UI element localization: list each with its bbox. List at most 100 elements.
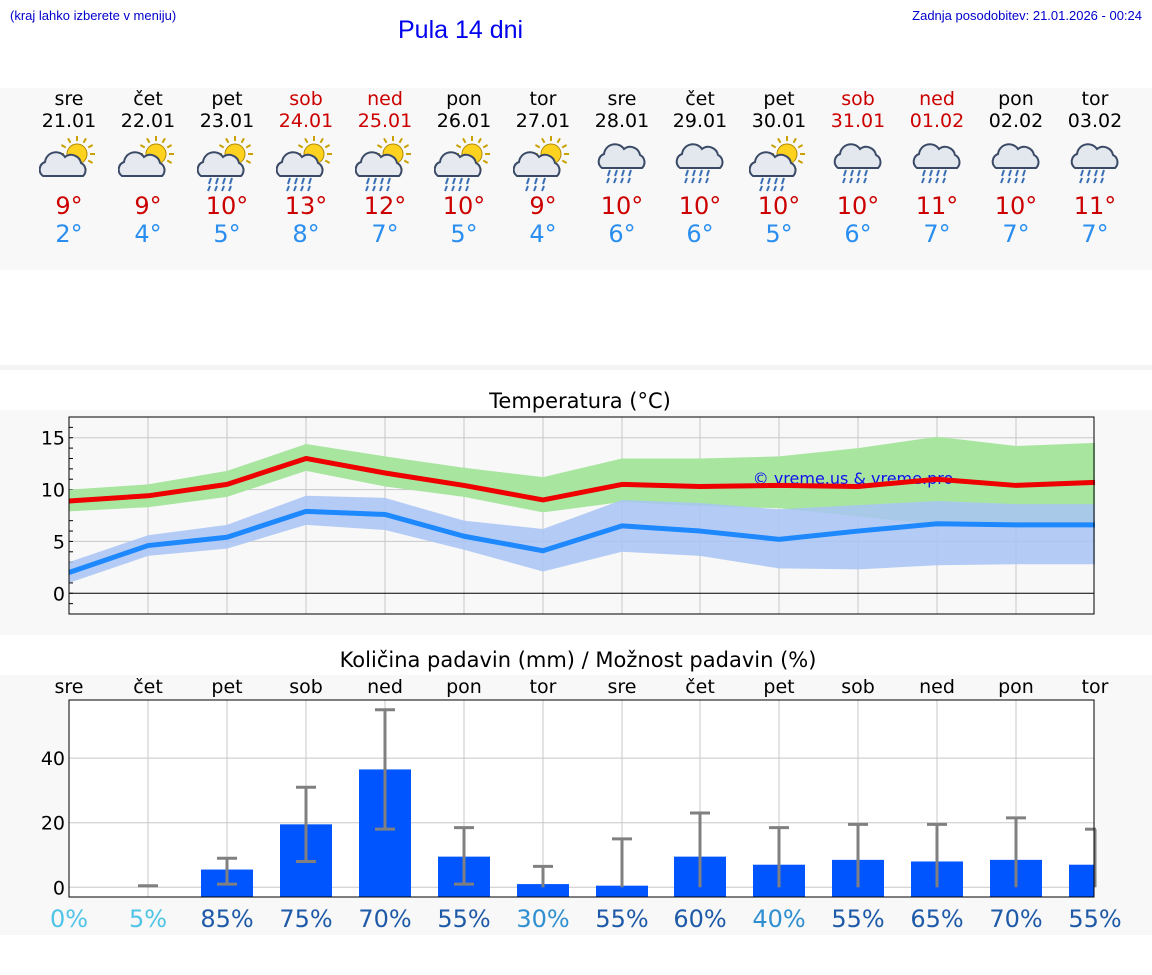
temp-max: 12° [363, 192, 407, 220]
day-name: ned [919, 88, 955, 110]
temp-max: 10° [757, 192, 801, 220]
y-tick-label: 5 [53, 531, 65, 553]
cloud-shape [434, 151, 482, 177]
sun-cloud-rain-icon [266, 132, 346, 192]
temp-max: 11° [1073, 192, 1117, 220]
y-tick-label: 15 [41, 428, 65, 450]
cloud-shape [833, 143, 882, 169]
rain-shape [365, 177, 391, 192]
precip-bar [596, 885, 648, 897]
day-column: sre 28.01 10° 6° [582, 88, 662, 248]
x-category-label: pon [446, 676, 482, 698]
precip-probability: 85% [200, 905, 253, 933]
temp-min: 5° [450, 220, 478, 248]
cloud-rain-icon [1055, 132, 1135, 192]
temp-max: 11° [915, 192, 959, 220]
x-category-label: tor [530, 676, 557, 698]
cloud-shape [912, 143, 961, 169]
day-column: sob 24.01 13° 8° [266, 88, 346, 248]
y-tick-label: 0 [53, 583, 65, 605]
day-date: 26.01 [436, 110, 492, 132]
cloud-rain-icon [582, 132, 662, 192]
temp-min: 2° [55, 220, 83, 248]
rain-shape [1000, 169, 1026, 184]
temp-min: 4° [134, 220, 162, 248]
cloud-shape [276, 151, 324, 177]
day-column: pon 26.01 10° 5° [424, 88, 504, 248]
day-date: 24.01 [278, 110, 334, 132]
x-category-label: čet [133, 676, 163, 698]
day-column: čet 29.01 10° 6° [660, 88, 740, 248]
cloud-rain-icon [818, 132, 898, 192]
temp-max: 9° [529, 192, 557, 220]
min-temp-line [68, 508, 1095, 575]
cloud-shape [597, 143, 646, 169]
precip-probability: 55% [595, 905, 648, 933]
x-category-label: čet [685, 676, 715, 698]
cloud-shape [513, 151, 561, 177]
precip-probability: 30% [516, 905, 569, 933]
cloud-shape [197, 151, 245, 177]
temp-max: 10° [205, 192, 249, 220]
temp-min: 6° [686, 220, 714, 248]
day-name: čet [685, 88, 715, 110]
day-column: sre 21.01 9° 2° [29, 88, 109, 248]
x-category-label: tor [1082, 676, 1109, 698]
cloud-shape [749, 151, 797, 177]
rain-shape [842, 169, 868, 184]
day-column: ned 01.02 11° 7° [897, 88, 977, 248]
y-tick-label: 20 [41, 813, 65, 835]
sun-shape [138, 136, 174, 172]
cloud-shape [991, 143, 1040, 169]
day-column: tor 27.01 9° 4° [503, 88, 583, 248]
x-category-label: ned [919, 676, 955, 698]
cloud-shape [355, 151, 403, 177]
sun-cloud-icon [108, 132, 188, 192]
precip-probability: 65% [910, 905, 963, 933]
day-date: 28.01 [594, 110, 650, 132]
day-name: pon [998, 88, 1034, 110]
precip-bar [517, 884, 569, 897]
cloud-shape [675, 143, 724, 169]
cloud-shape [1070, 143, 1119, 169]
y-tick-label: 10 [41, 480, 65, 502]
cloud-rain-icon [976, 132, 1056, 192]
temp-min: 7° [371, 220, 399, 248]
day-name: tor [529, 88, 557, 110]
chart-title: Količina padavin (mm) / Možnost padavin … [340, 648, 817, 672]
temp-min: 6° [608, 220, 636, 248]
day-column: pon 02.02 10° 7° [976, 88, 1056, 248]
sun-cloud-light-rain-icon [503, 132, 583, 192]
day-date: 22.01 [120, 110, 176, 132]
precipitation-chart: Količina padavin (mm) / Možnost padavin … [41, 648, 1122, 933]
day-date: 03.02 [1067, 110, 1123, 132]
temp-min: 7° [1081, 220, 1109, 248]
rain-shape [207, 177, 233, 192]
sun-cloud-rain-icon [739, 132, 819, 192]
day-name: sob [841, 88, 875, 110]
day-name: sre [54, 88, 84, 110]
temp-max: 13° [284, 192, 328, 220]
cloud-shape [118, 151, 166, 177]
x-category-label: ned [367, 676, 403, 698]
rain-shape [525, 177, 546, 192]
precip-probability: 60% [673, 905, 726, 933]
day-date: 01.02 [909, 110, 965, 132]
day-date: 23.01 [199, 110, 255, 132]
rain-shape [921, 169, 947, 184]
day-name: pet [211, 88, 243, 110]
temp-min: 8° [292, 220, 320, 248]
day-name: čet [133, 88, 163, 110]
temp-min: 4° [529, 220, 557, 248]
plot-frame [68, 416, 1095, 615]
day-column: sob 31.01 10° 6° [818, 88, 898, 248]
x-category-label: sob [841, 676, 875, 698]
temp-max: 10° [836, 192, 880, 220]
divider [0, 365, 1152, 370]
precip-probability: 55% [437, 905, 490, 933]
y-tick-label: 0 [53, 877, 65, 899]
temp-max: 10° [994, 192, 1038, 220]
x-category-label: sre [608, 676, 637, 698]
day-column: pet 23.01 10° 5° [187, 88, 267, 248]
day-name: tor [1081, 88, 1109, 110]
